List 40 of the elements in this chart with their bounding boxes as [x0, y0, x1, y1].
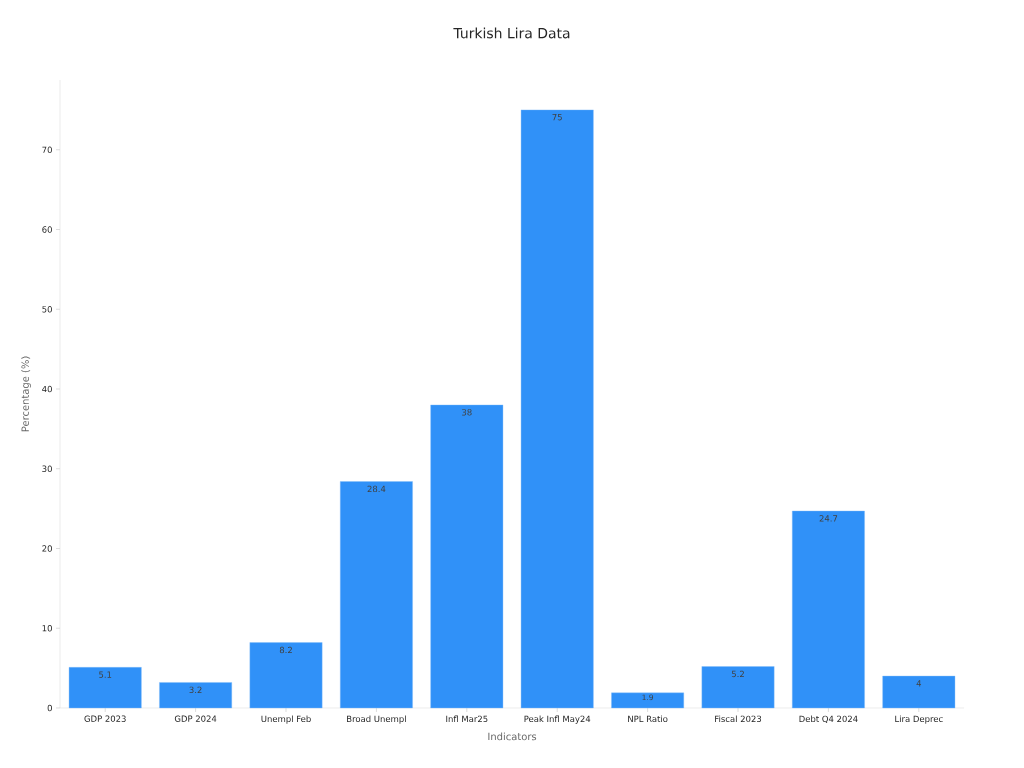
chart-title: Turkish Lira Data — [453, 27, 570, 39]
y-tick-label: 0 — [47, 704, 52, 712]
bar — [430, 404, 504, 709]
bar — [340, 481, 413, 709]
data-label: 75 — [552, 114, 562, 121]
x-tick-label: Lira Deprec — [895, 715, 943, 724]
x-tick-label: Peak Infl May24 — [524, 715, 591, 724]
data-label: 3.2 — [189, 686, 202, 694]
data-label: 4 — [916, 680, 922, 687]
y-tick-label: 10 — [42, 625, 52, 632]
y-tick-label: 20 — [42, 545, 52, 552]
data-label: 38 — [462, 409, 472, 416]
x-tick-label: GDP 2023 — [84, 715, 126, 722]
bar — [701, 666, 775, 709]
x-tick-label: Broad Unempl — [347, 715, 406, 724]
y-tick-label: 60 — [42, 226, 52, 233]
bar — [520, 109, 594, 709]
x-tick-label: Infl Mar25 — [446, 715, 488, 723]
bar — [792, 510, 865, 709]
bar — [68, 667, 142, 709]
x-tick-label: Debt Q4 2024 — [799, 715, 858, 724]
x-tick-label: NPL Ratio — [628, 715, 668, 723]
y-axis-title: Percentage (%) — [21, 356, 31, 432]
data-label: 24.7 — [819, 515, 838, 522]
data-label: 5.1 — [99, 671, 112, 678]
y-tick-label: 40 — [42, 385, 52, 393]
y-tick-label: 30 — [42, 465, 52, 472]
x-tick-label: GDP 2024 — [174, 715, 217, 722]
x-tick-label: Unempl Feb — [261, 715, 311, 724]
y-tick-label: 50 — [42, 306, 52, 313]
data-label: 5.2 — [731, 670, 744, 678]
x-axis-title: Indicators — [488, 732, 537, 741]
data-label: 8.2 — [279, 646, 292, 654]
bar — [249, 642, 323, 709]
y-tick-label: 70 — [42, 146, 52, 153]
bar — [159, 682, 232, 709]
x-tick-label: Fiscal 2023 — [715, 715, 762, 723]
data-label: 28.4 — [367, 485, 386, 493]
bar — [882, 675, 956, 709]
bar — [611, 692, 684, 709]
